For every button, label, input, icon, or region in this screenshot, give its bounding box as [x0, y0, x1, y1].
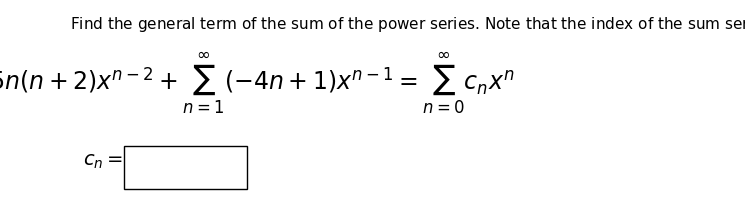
- Text: $c_n = $: $c_n = $: [83, 152, 123, 171]
- FancyBboxPatch shape: [124, 146, 247, 189]
- Text: Find the general term of the sum of the power series. Note that the index of the: Find the general term of the sum of the …: [69, 15, 745, 34]
- Text: $\sum_{n=2}^{\infty} 5n(n+2)x^{n-2} + \sum_{n=1}^{\infty}(-4n+1)x^{n-1} = \sum_{: $\sum_{n=2}^{\infty} 5n(n+2)x^{n-2} + \s…: [0, 50, 515, 116]
